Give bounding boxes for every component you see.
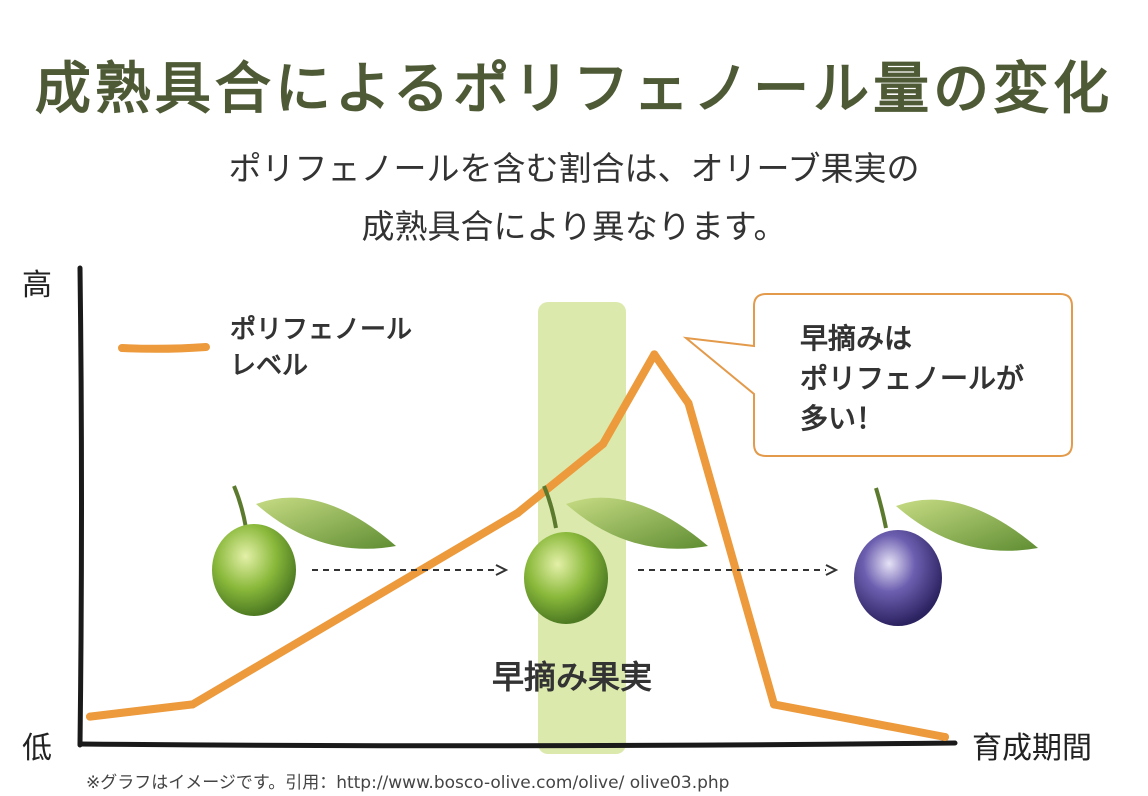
callout-line-2: ポリフェノールが	[800, 362, 1024, 395]
series-point	[86, 712, 94, 721]
harvest-highlight-band	[538, 302, 626, 754]
legend-swatch	[118, 343, 210, 353]
olive-leaf	[896, 499, 1038, 551]
y-axis-low-label: 低	[22, 731, 52, 766]
olive-stem	[542, 485, 558, 529]
olive-green-1	[212, 485, 396, 616]
olive-fruit	[212, 524, 296, 616]
series-point	[650, 350, 659, 359]
legend-label-line-1: ポリフェノール	[230, 314, 412, 345]
olive-fruit	[854, 530, 942, 626]
ripening-arrow-2	[638, 564, 839, 576]
subtitle-line-2: 成熟具合により異なります。	[361, 207, 787, 246]
series-point	[941, 733, 949, 741]
citation: ※グラフはイメージです。引用：http://www.bosco-olive.co…	[86, 773, 730, 793]
olive-stem	[874, 487, 888, 529]
legend-label-line-2: レベル	[230, 351, 308, 381]
y-axis	[77, 265, 84, 748]
series-point	[188, 700, 197, 709]
series-point	[513, 509, 522, 518]
olive-green-2	[524, 485, 708, 624]
olive-leaf	[566, 497, 708, 549]
callout-line-3: 多い！	[800, 402, 884, 435]
olive-ripe	[854, 487, 1038, 626]
series-point	[855, 716, 864, 725]
y-axis-high-label: 高	[22, 268, 52, 303]
harvest-label: 早摘み果実	[492, 658, 652, 696]
callout-line-1: 早摘みは	[800, 322, 912, 355]
series-point	[770, 700, 778, 709]
callout-bubble	[682, 293, 1073, 457]
x-axis-label: 育成期間	[972, 731, 1092, 766]
olive-stem	[232, 485, 248, 529]
olive-leaf	[256, 497, 396, 549]
page-title: 成熟具合によるポリフェノール量の変化	[34, 57, 1114, 122]
olive-fruit	[524, 532, 608, 624]
series-points	[86, 350, 949, 741]
series-point	[684, 399, 693, 408]
ripening-arrow-1	[312, 564, 509, 576]
x-axis	[77, 740, 958, 749]
series-point	[599, 439, 607, 448]
subtitle: ポリフェノールを含む割合は、オリーブ果実の 成熟具合により異なります。	[0, 140, 1148, 256]
subtitle-line-1: ポリフェノールを含む割合は、オリーブ果実の	[228, 149, 920, 188]
